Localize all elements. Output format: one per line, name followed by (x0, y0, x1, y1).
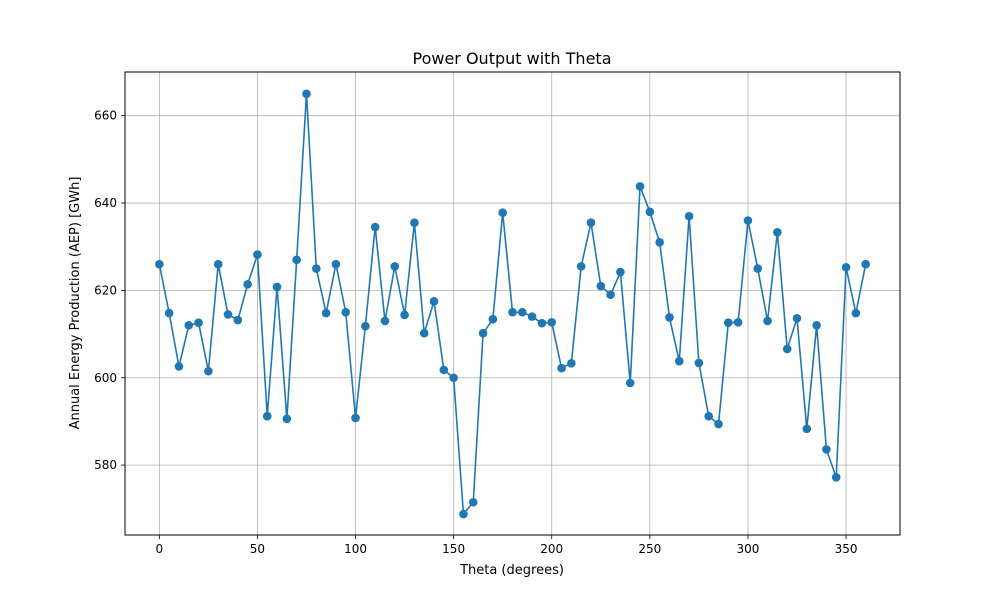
x-axis-label: Theta (degrees) (459, 563, 564, 578)
x-tick-label: 100 (344, 542, 367, 556)
data-point (508, 307, 517, 317)
data-point (380, 316, 390, 326)
data-point (351, 413, 360, 423)
data-point (812, 321, 821, 330)
y-axis-label: Annual Energy Production (AEP) [GWh] (68, 177, 83, 430)
series-aep (155, 89, 870, 519)
chart-title: Power Output with Theta (413, 49, 612, 68)
data-point (704, 411, 714, 421)
data-point (204, 366, 213, 376)
data-point (527, 312, 537, 321)
data-point (498, 208, 507, 217)
data-point (655, 238, 664, 247)
data-point (645, 207, 655, 217)
data-point (743, 216, 753, 225)
data-point (292, 255, 301, 265)
data-point (164, 308, 174, 318)
x-axis-ticks: 0 50 100 150 200 250 300 350 (156, 535, 858, 556)
data-point (567, 359, 576, 368)
data-point (488, 314, 498, 324)
data-point (233, 315, 243, 325)
data-point (400, 310, 409, 320)
data-point (223, 310, 233, 319)
data-point (861, 259, 870, 269)
data-point (596, 281, 606, 291)
data-point (361, 321, 370, 331)
data-point (262, 411, 272, 421)
data-point (635, 182, 645, 191)
data-point (321, 308, 331, 318)
x-tick-label: 200 (540, 542, 563, 556)
data-point (674, 356, 684, 366)
data-point (370, 222, 380, 232)
data-point (213, 259, 223, 269)
data-point (586, 218, 596, 227)
data-point (174, 362, 184, 371)
data-point (429, 297, 439, 306)
data-point (694, 358, 704, 368)
x-tick-label: 300 (736, 542, 759, 556)
grid-lines (125, 72, 900, 535)
data-point (184, 321, 194, 330)
data-point (390, 262, 400, 271)
data-point (478, 328, 488, 338)
data-point (439, 365, 449, 375)
data-point (665, 313, 674, 322)
data-point (782, 344, 792, 354)
data-point (547, 317, 557, 327)
data-point (724, 318, 733, 328)
data-point (557, 363, 566, 373)
x-tick-label: 150 (442, 542, 465, 556)
data-point (282, 414, 292, 424)
data-point (302, 89, 311, 99)
data-point (822, 445, 831, 454)
data-point (311, 264, 321, 273)
data-point (419, 328, 429, 338)
x-tick-label: 350 (835, 542, 858, 556)
y-tick-label: 620 (94, 283, 117, 297)
y-tick-label: 640 (94, 196, 117, 210)
data-point (831, 473, 841, 482)
data-point (792, 314, 802, 323)
data-point (449, 373, 458, 383)
data-point (625, 378, 635, 388)
data-point (331, 259, 341, 269)
data-point (841, 262, 851, 272)
data-point (253, 250, 262, 259)
x-tick-label: 250 (638, 542, 661, 556)
data-point (410, 218, 419, 227)
x-tick-label: 0 (156, 542, 164, 556)
data-point (155, 259, 164, 269)
data-point (341, 307, 351, 317)
data-point (459, 509, 468, 519)
data-point (753, 264, 763, 273)
data-point (714, 419, 723, 429)
data-point (733, 317, 743, 327)
data-point (763, 316, 772, 326)
data-point (194, 318, 203, 328)
data-point (272, 282, 282, 292)
plot-area-frame (124, 71, 901, 536)
y-tick-label: 600 (94, 371, 117, 385)
data-point (851, 308, 861, 318)
y-tick-label: 660 (94, 109, 117, 123)
y-axis-ticks: 580 600 620 640 660 (94, 109, 125, 472)
data-point (606, 290, 615, 300)
data-point (243, 279, 252, 289)
x-tick-label: 50 (250, 542, 265, 556)
data-point (684, 211, 694, 221)
data-point (802, 424, 812, 434)
y-tick-label: 580 (94, 458, 117, 472)
data-point (576, 262, 586, 271)
data-point (518, 307, 527, 317)
data-point (537, 318, 547, 328)
data-point (616, 267, 625, 277)
data-point (468, 497, 478, 507)
data-point (773, 228, 782, 237)
